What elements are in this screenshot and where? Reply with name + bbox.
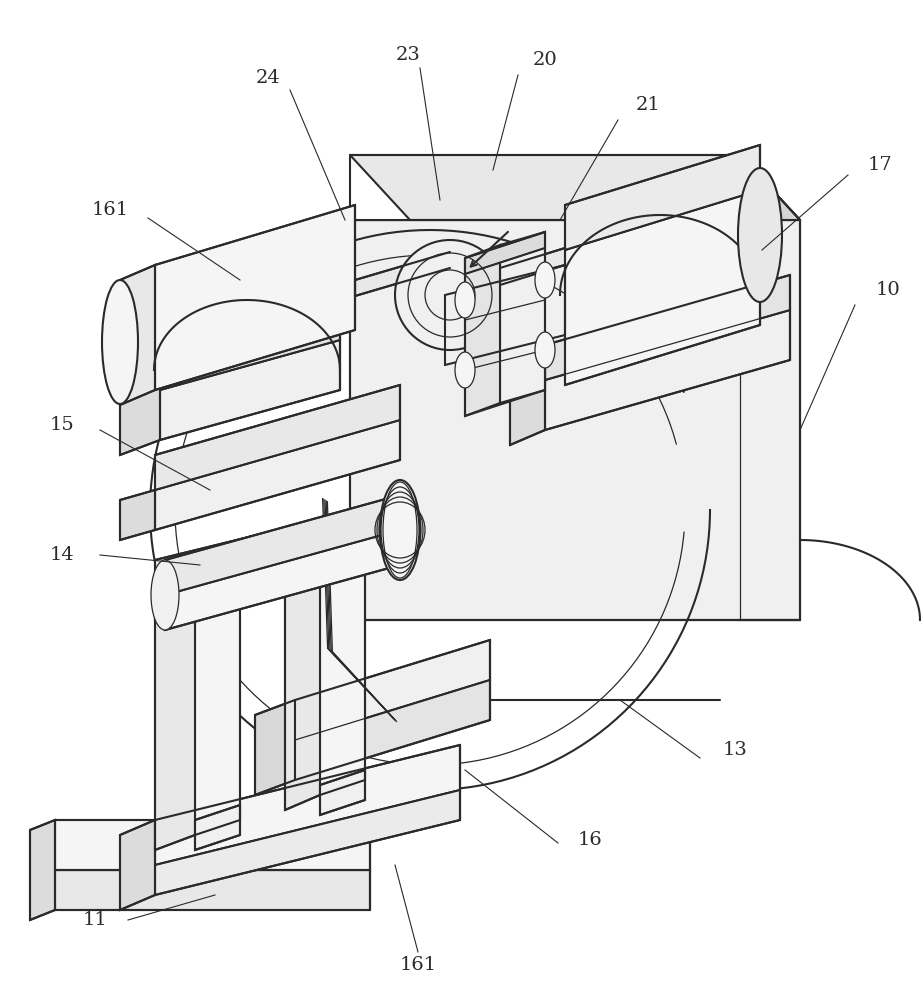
Polygon shape [350, 155, 800, 220]
Polygon shape [155, 205, 355, 390]
Text: 20: 20 [532, 51, 557, 69]
Polygon shape [565, 190, 760, 385]
Polygon shape [545, 275, 790, 380]
Ellipse shape [738, 168, 782, 302]
Polygon shape [465, 232, 545, 274]
Text: 11: 11 [83, 911, 108, 929]
Text: 161: 161 [91, 201, 129, 219]
Polygon shape [465, 245, 500, 416]
Polygon shape [295, 680, 490, 780]
Polygon shape [165, 530, 400, 630]
Text: 13: 13 [723, 741, 748, 759]
Text: 16: 16 [577, 831, 602, 849]
Polygon shape [120, 265, 155, 405]
Ellipse shape [455, 282, 475, 318]
Polygon shape [500, 232, 545, 403]
Ellipse shape [380, 480, 420, 580]
Polygon shape [320, 505, 365, 795]
Ellipse shape [455, 352, 475, 388]
Polygon shape [195, 805, 240, 850]
Polygon shape [55, 820, 370, 870]
Text: 10: 10 [876, 281, 901, 299]
Polygon shape [165, 495, 400, 595]
Polygon shape [500, 248, 565, 285]
Polygon shape [155, 385, 400, 490]
Polygon shape [155, 745, 460, 865]
Polygon shape [255, 700, 295, 795]
Polygon shape [155, 500, 400, 595]
Text: 17: 17 [868, 156, 892, 174]
Polygon shape [120, 820, 155, 910]
Polygon shape [295, 640, 490, 740]
Polygon shape [355, 252, 450, 296]
Ellipse shape [395, 240, 505, 350]
Polygon shape [350, 220, 800, 620]
Ellipse shape [151, 560, 179, 630]
Polygon shape [120, 350, 160, 455]
Polygon shape [285, 520, 320, 810]
Text: 161: 161 [400, 956, 437, 974]
Text: 23: 23 [395, 46, 421, 64]
Text: 15: 15 [50, 416, 75, 434]
Ellipse shape [102, 280, 138, 404]
Text: 24: 24 [256, 69, 280, 87]
Polygon shape [565, 145, 760, 250]
Text: 14: 14 [50, 546, 75, 564]
Polygon shape [155, 535, 400, 620]
Polygon shape [160, 300, 340, 390]
Ellipse shape [535, 332, 555, 368]
Polygon shape [155, 420, 400, 530]
Polygon shape [120, 490, 155, 540]
Polygon shape [510, 345, 545, 445]
Text: 21: 21 [635, 96, 660, 114]
Polygon shape [195, 545, 240, 835]
Polygon shape [320, 770, 365, 815]
Polygon shape [155, 790, 460, 895]
Polygon shape [545, 310, 790, 430]
Polygon shape [740, 155, 800, 620]
Polygon shape [30, 820, 55, 920]
Polygon shape [155, 560, 195, 850]
Polygon shape [160, 340, 340, 440]
Polygon shape [55, 870, 370, 910]
Ellipse shape [535, 262, 555, 298]
